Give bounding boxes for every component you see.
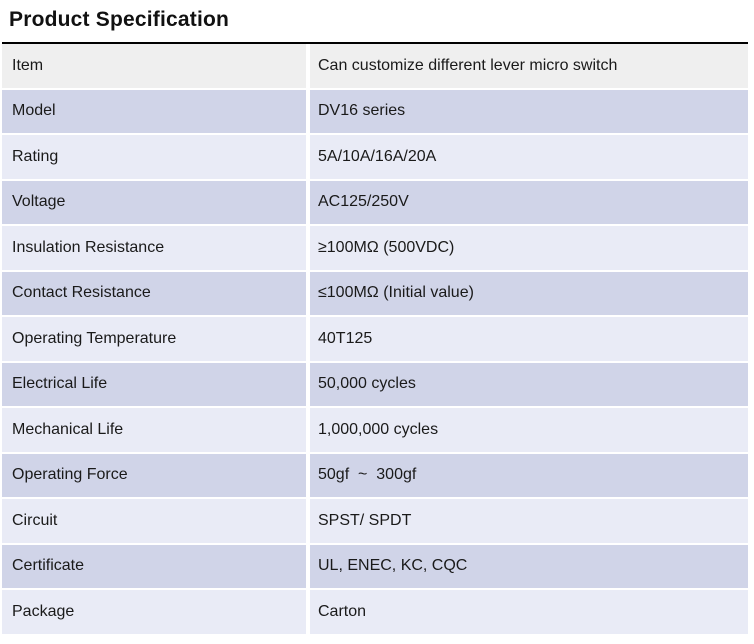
spec-label-cell: Insulation Resistance [2,226,306,270]
spec-table: Item Can customize different lever micro… [2,42,748,634]
spec-value-cell: AC125/250V [310,180,748,225]
spec-label-cell: Operating Temperature [2,317,306,361]
spec-label-cell: Rating [2,135,306,179]
spec-value-cell: ≤100MΩ (Initial value) [310,271,748,316]
page-title: Product Specification [9,8,230,31]
spec-label-cell: Operating Force [2,453,306,498]
spec-label-cell: Certificate [2,544,306,589]
spec-value-cell: 1,000,000 cycles [310,408,748,452]
spec-value-cell: 50gf ~ 300gf [310,453,748,498]
spec-label-cell: Model [2,89,306,134]
spec-value-cell: Carton [310,590,748,634]
spec-value-cell: ≥100MΩ (500VDC) [310,226,748,270]
spec-label-cell: Circuit [2,499,306,543]
spec-value-cell: 50,000 cycles [310,362,748,407]
spec-label-cell: Contact Resistance [2,271,306,316]
spec-label-cell: Voltage [2,180,306,225]
spec-label-cell: Electrical Life [2,362,306,407]
spec-label-cell: Package [2,590,306,634]
spec-value-cell: SPST/ SPDT [310,499,748,543]
spec-value-cell: 40T125 [310,317,748,361]
spec-label-cell: Mechanical Life [2,408,306,452]
spec-value-cell: Can customize different lever micro swit… [310,44,748,88]
spec-label-cell: Item [2,44,306,88]
spec-value-cell: 5A/10A/16A/20A [310,135,748,179]
spec-value-cell: UL, ENEC, KC, CQC [310,544,748,589]
spec-value-cell: DV16 series [310,89,748,134]
